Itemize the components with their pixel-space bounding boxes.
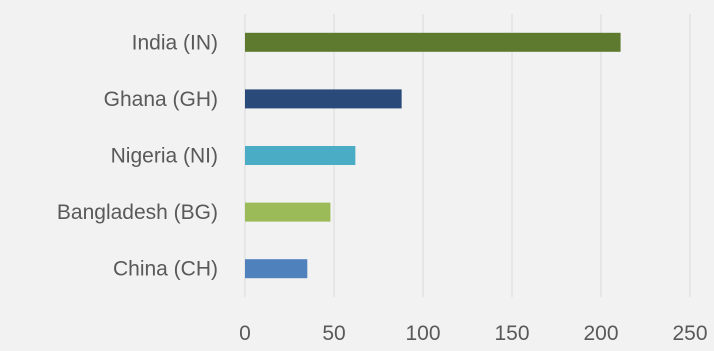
bar bbox=[245, 89, 402, 109]
category-label: Nigeria (NI) bbox=[111, 145, 218, 168]
x-tick-label: 250 bbox=[672, 322, 707, 345]
category-label: Ghana (GH) bbox=[104, 88, 218, 111]
x-tick-label: 150 bbox=[494, 322, 529, 345]
bar bbox=[245, 32, 621, 52]
bar bbox=[245, 202, 331, 222]
bar bbox=[245, 146, 356, 165]
x-tick-label: 100 bbox=[405, 322, 440, 345]
category-label: India (IN) bbox=[132, 31, 218, 54]
category-label: Bangladesh (BG) bbox=[57, 201, 218, 224]
gridlines bbox=[244, 14, 691, 297]
category-labels: India (IN) Ghana (GH) Nigeria (NI) Banglade… bbox=[57, 31, 218, 280]
category-label: China (CH) bbox=[113, 258, 218, 281]
bar bbox=[245, 259, 308, 279]
x-tick-labels: 0 50 100 150 200 250 bbox=[239, 322, 707, 345]
x-tick-label: 200 bbox=[583, 322, 618, 345]
x-tick-label: 0 bbox=[239, 322, 251, 345]
x-tick-label: 50 bbox=[322, 322, 345, 345]
bars bbox=[245, 32, 621, 279]
